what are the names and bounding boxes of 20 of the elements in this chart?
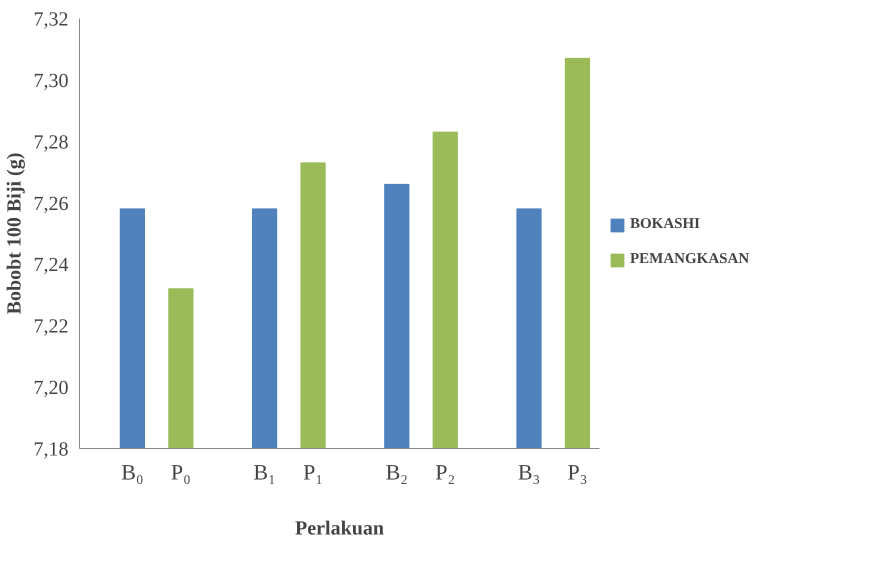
- y-tick-label: 7,32: [34, 8, 68, 30]
- x-tick-label: B₁: [253, 460, 276, 484]
- y-tick-label: 7,20: [34, 377, 68, 400]
- y-tick-label: 7,26: [34, 192, 68, 215]
- y-tick-label: 7,18: [34, 438, 68, 460]
- y-tick-label: 7,24: [34, 254, 68, 276]
- x-tick-label: P₀: [170, 460, 191, 484]
- x-tick-label: B₀: [121, 460, 144, 484]
- x-axis-title: Perlakuan: [295, 518, 384, 540]
- legend-label: BOKASHI: [630, 216, 700, 233]
- y-tick-label: 7,22: [34, 316, 68, 338]
- x-tick-label: B₃: [518, 460, 540, 484]
- y-tick-label: 7,30: [34, 70, 68, 92]
- x-tick-label: P₁: [303, 460, 324, 484]
- x-tick-label: P₂: [435, 460, 456, 484]
- x-tick-label: P₃: [568, 460, 588, 484]
- y-tick-label: 7,28: [34, 131, 68, 154]
- y-axis-title: Bobobt 100 Biji (g): [4, 152, 26, 314]
- x-tick-label: B₂: [386, 460, 408, 484]
- legend-label: PEMANGKASAN: [630, 251, 750, 268]
